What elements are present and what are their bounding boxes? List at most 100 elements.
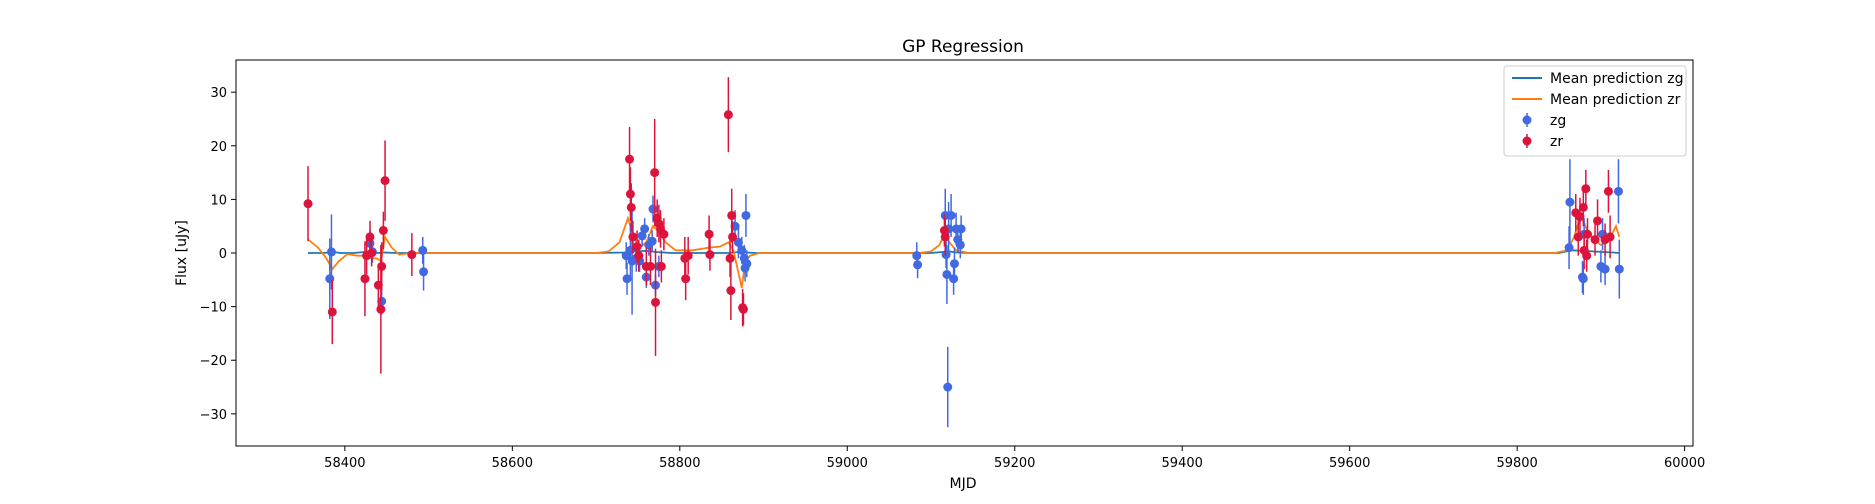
zr-data-point [365,232,375,242]
zr-data-point [1593,216,1603,226]
zr-data-point [940,232,950,242]
zr-data-point [681,274,691,284]
x-tick-label: 59800 [1496,456,1537,471]
zr-data-point [659,229,669,239]
zr-data-point [377,261,387,271]
zr-data-point [1603,186,1613,196]
zr-data-point [1573,232,1583,242]
zg-data-point [647,236,657,246]
zg-data-point [648,204,658,214]
zr-data-point [378,225,388,235]
zg-data-point [955,240,965,250]
zg-data-point [418,245,428,255]
zr-data-point [625,154,635,164]
zg-data-point [742,259,752,269]
zr-data-point [1582,251,1592,261]
zg-data-point [326,247,336,257]
zg-data-point [1614,264,1624,274]
zg-data-point [733,237,743,247]
legend-label-zr: zr [1550,134,1563,150]
zr-data-point [738,304,748,314]
zg-data-point [1578,274,1588,284]
x-tick-label: 59400 [1162,456,1203,471]
x-axis-label: MJD [950,476,977,492]
zg-data-point [1564,243,1574,253]
zg-data-point [640,224,650,234]
zr-data-point [360,274,370,284]
plot-frame [235,59,1694,447]
zr-data-point [380,176,390,186]
zg-data-point [377,296,387,306]
zr-data-point [407,250,417,260]
x-tick-label: 58400 [324,456,365,471]
zr-data-point [1581,184,1591,194]
legend-label-zr-line: Mean prediction zr [1550,92,1681,108]
y-axis-label: Flux [uJy] [174,220,190,286]
zr-data-point [651,297,661,307]
zg-data-point [913,260,923,270]
zr-data-point [628,232,638,242]
zg-data-point [1565,197,1575,207]
zg-data-point [942,269,952,279]
zg-data-point [949,274,959,284]
y-axis-ticks: −30 −20 −10 0 10 20 30 [200,86,236,423]
zr-data-point [656,261,666,271]
zr-data-point [650,168,660,178]
zg-data-point [1600,264,1610,274]
zr-data-point [645,261,655,271]
zg-data-point [622,274,632,284]
x-tick-label: 59000 [827,456,868,471]
x-tick-label: 59200 [994,456,1035,471]
zr-data-point [683,251,693,261]
zr-data-point [705,250,715,260]
zr-data-point [728,232,738,242]
legend-swatch-zr-marker [1522,136,1532,146]
zr-data-point [625,189,635,199]
y-tick-label: 30 [210,86,227,101]
x-tick-label: 58600 [492,456,533,471]
zg-data-point [1613,186,1623,196]
y-tick-label: 0 [219,247,227,262]
chart-title: GP Regression [902,37,1024,57]
zr-data-point [726,286,736,296]
zr-data-point [367,248,377,258]
zr-data-point [1575,212,1585,222]
zr-data-point [723,110,733,120]
mean-prediction-zr-line [307,215,1621,288]
zr-data-point [725,253,735,263]
x-axis-ticks: 58400 58600 58800 59000 59200 59400 59600 59800… [324,446,1705,471]
zg-data-point [956,224,966,234]
zg-data-point [741,210,751,220]
x-tick-label: 60000 [1664,456,1705,471]
zr-data-point [632,242,642,252]
zr-data-point [376,304,386,314]
zg-data-point [943,382,953,392]
y-tick-label: −20 [200,354,227,369]
legend-swatch-zg-marker [1522,115,1532,125]
y-tick-label: −10 [200,301,227,316]
zr-data-point [704,229,714,239]
legend: Mean prediction zg Mean prediction zr zg… [1503,65,1687,157]
zr-data-point [634,251,644,261]
legend-box [1503,65,1687,157]
y-tick-label: 20 [210,140,227,155]
zr-data-point [727,210,737,220]
legend-label-zg-line: Mean prediction zg [1550,71,1684,87]
zg-data-point [419,267,429,277]
zg-data-point [912,251,922,261]
zr-data-point [327,307,337,317]
y-tick-label: −30 [200,408,227,423]
legend-label-zg: zg [1550,113,1566,129]
observation-points [303,77,1624,428]
zr-data-point [1605,232,1615,242]
zg-data-point [949,259,959,269]
zr-data-point [303,199,313,209]
zr-data-point [1582,229,1592,239]
y-tick-label: 10 [210,193,227,208]
x-tick-label: 59600 [1329,456,1370,471]
x-tick-label: 58800 [659,456,700,471]
zg-data-point [946,210,956,220]
zr-data-point [626,202,636,212]
